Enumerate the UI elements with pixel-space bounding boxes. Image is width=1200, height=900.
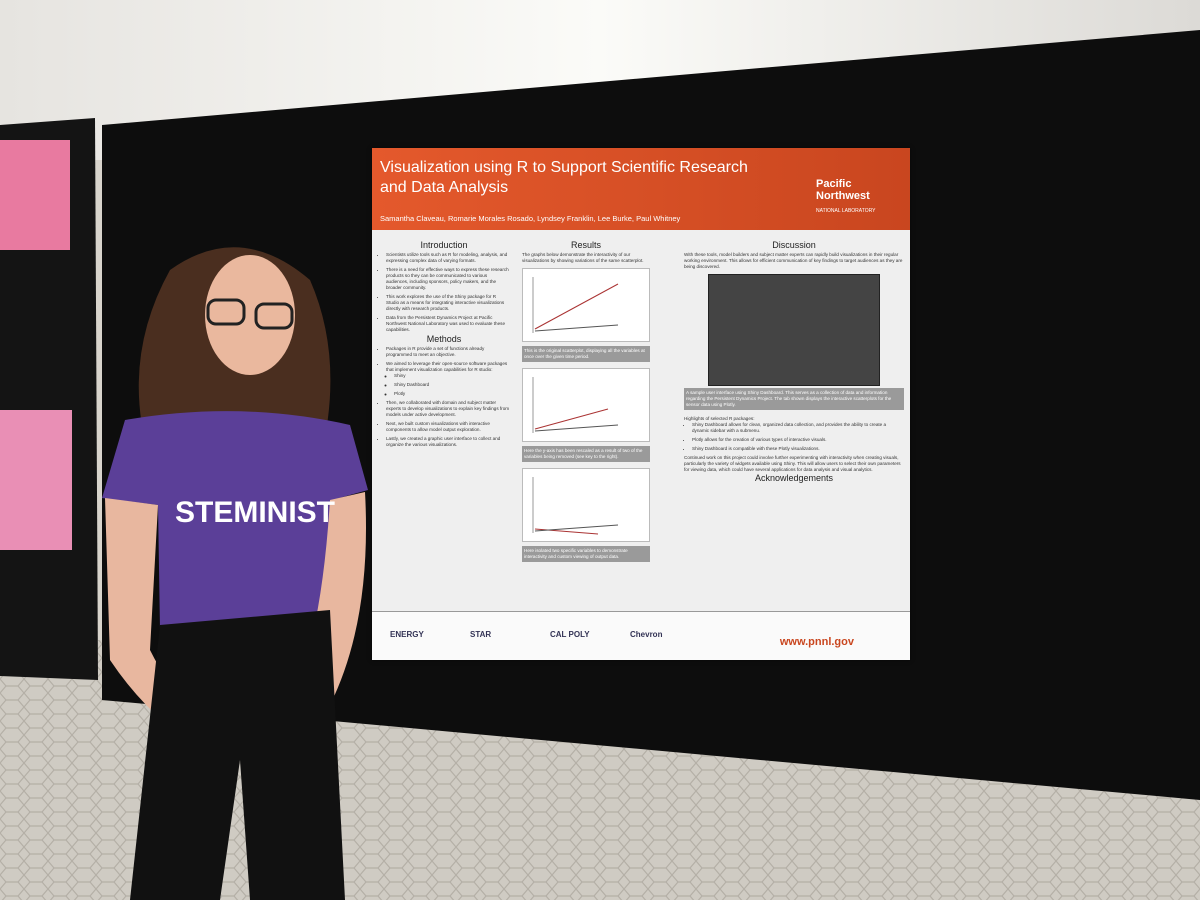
section-heading: Introduction [420, 240, 468, 250]
shirt-text: STEMINIST [175, 496, 335, 529]
middle-column: Results The graphs below demonstrate the… [522, 240, 650, 568]
url: www.pnnl.gov [779, 636, 854, 648]
figure-caption: A sample user interface using Shiny Dash… [684, 388, 904, 410]
bullet: Next, we built custom visualizations wit… [386, 421, 510, 433]
glasses [206, 298, 294, 330]
plot-lines [532, 377, 619, 433]
sub-list: Shiny Shiny Dashboard Plotly [386, 373, 510, 397]
sponsor-logo: CAL POLY [550, 630, 590, 639]
section-heading: Discussion [772, 240, 816, 250]
bullet-list: Packages in R provide a set of functions… [378, 346, 510, 448]
bullet: Shiny Dashboard is compatible with these… [692, 446, 904, 452]
bullet: We aimed to leverage their open-source s… [386, 361, 510, 397]
sponsor-logo: ENERGY [390, 630, 424, 639]
right-column: Discussion With these tools, model build… [684, 240, 904, 485]
left-column: Introduction Scientists utilize tools su… [378, 240, 510, 451]
authors: Samantha Claveau, Romarie Morales Rosado… [380, 214, 681, 223]
arm [105, 498, 230, 760]
sponsor-logo: STAR [470, 630, 492, 639]
paragraph: With these tools, model builders and sub… [684, 252, 903, 269]
face [205, 255, 295, 375]
plot-image [522, 268, 650, 342]
logo-name: Pacific Northwest [816, 178, 870, 202]
poster: Visualization using R to Support Scienti… [372, 148, 910, 660]
bullet: Shiny Dashboard allows for clean, organi… [692, 422, 904, 434]
sponsor-logo: Chevron [630, 630, 663, 639]
bullet: There is a need for effective ways to ex… [386, 267, 510, 291]
plot-image [522, 468, 650, 542]
bullet: Scientists utilize tools such as R for m… [386, 252, 510, 264]
figure-caption: This is the original scatterplot, displa… [522, 346, 650, 362]
sub-bullet: Shiny [394, 373, 510, 379]
bullet: Data from the Persistent Dynamics Projec… [386, 315, 510, 333]
figure-caption: Here isolated two specific variables to … [522, 546, 650, 562]
sticky-notes [0, 140, 70, 250]
sub-bullet: Plotly [394, 391, 510, 397]
bullet: This work explores the use of the Shiny … [386, 294, 510, 312]
sticky-notes [0, 410, 72, 550]
bullet-list: Shiny Dashboard allows for clean, organi… [684, 422, 904, 452]
plot-image [522, 368, 650, 442]
dashboard-screenshot [708, 274, 880, 386]
plot-lines [532, 477, 619, 535]
section-heading: Results [570, 240, 601, 250]
figure-caption: Here the y-axis has been rescaled as a r… [522, 446, 650, 462]
pants [130, 610, 345, 900]
poster-footer: www.pnnl.gov ENERGY STAR CAL POLY Chevron [372, 611, 910, 660]
bullet: Packages in R provide a set of functions… [386, 346, 510, 358]
paragraph: The graphs below demonstrate the interac… [522, 252, 644, 263]
paragraph: Continued work on this project could inv… [684, 455, 901, 472]
poster-header: Visualization using R to Support Scienti… [372, 148, 910, 230]
paragraph: Highlights of selected R packages: [684, 416, 755, 421]
section-heading: Methods [426, 334, 462, 344]
bullet: Lastly, we created a graphic user interf… [386, 436, 510, 448]
sub-bullet: Shiny Dashboard [394, 382, 510, 388]
section-heading: Acknowledgements [754, 473, 834, 483]
plot-lines [532, 277, 619, 333]
bullet: Then, we collaborated with domain and su… [386, 400, 510, 418]
bullet-list: Scientists utilize tools such as R for m… [378, 252, 510, 333]
shirt [102, 411, 368, 630]
poster-title: Visualization using R to Support Scienti… [380, 159, 748, 196]
bullet: Plotly allows for the creation of variou… [692, 437, 904, 443]
logo-subtitle: NATIONAL LABORATORY [816, 208, 876, 214]
plots: This is the original scatterplot, displa… [522, 268, 650, 562]
